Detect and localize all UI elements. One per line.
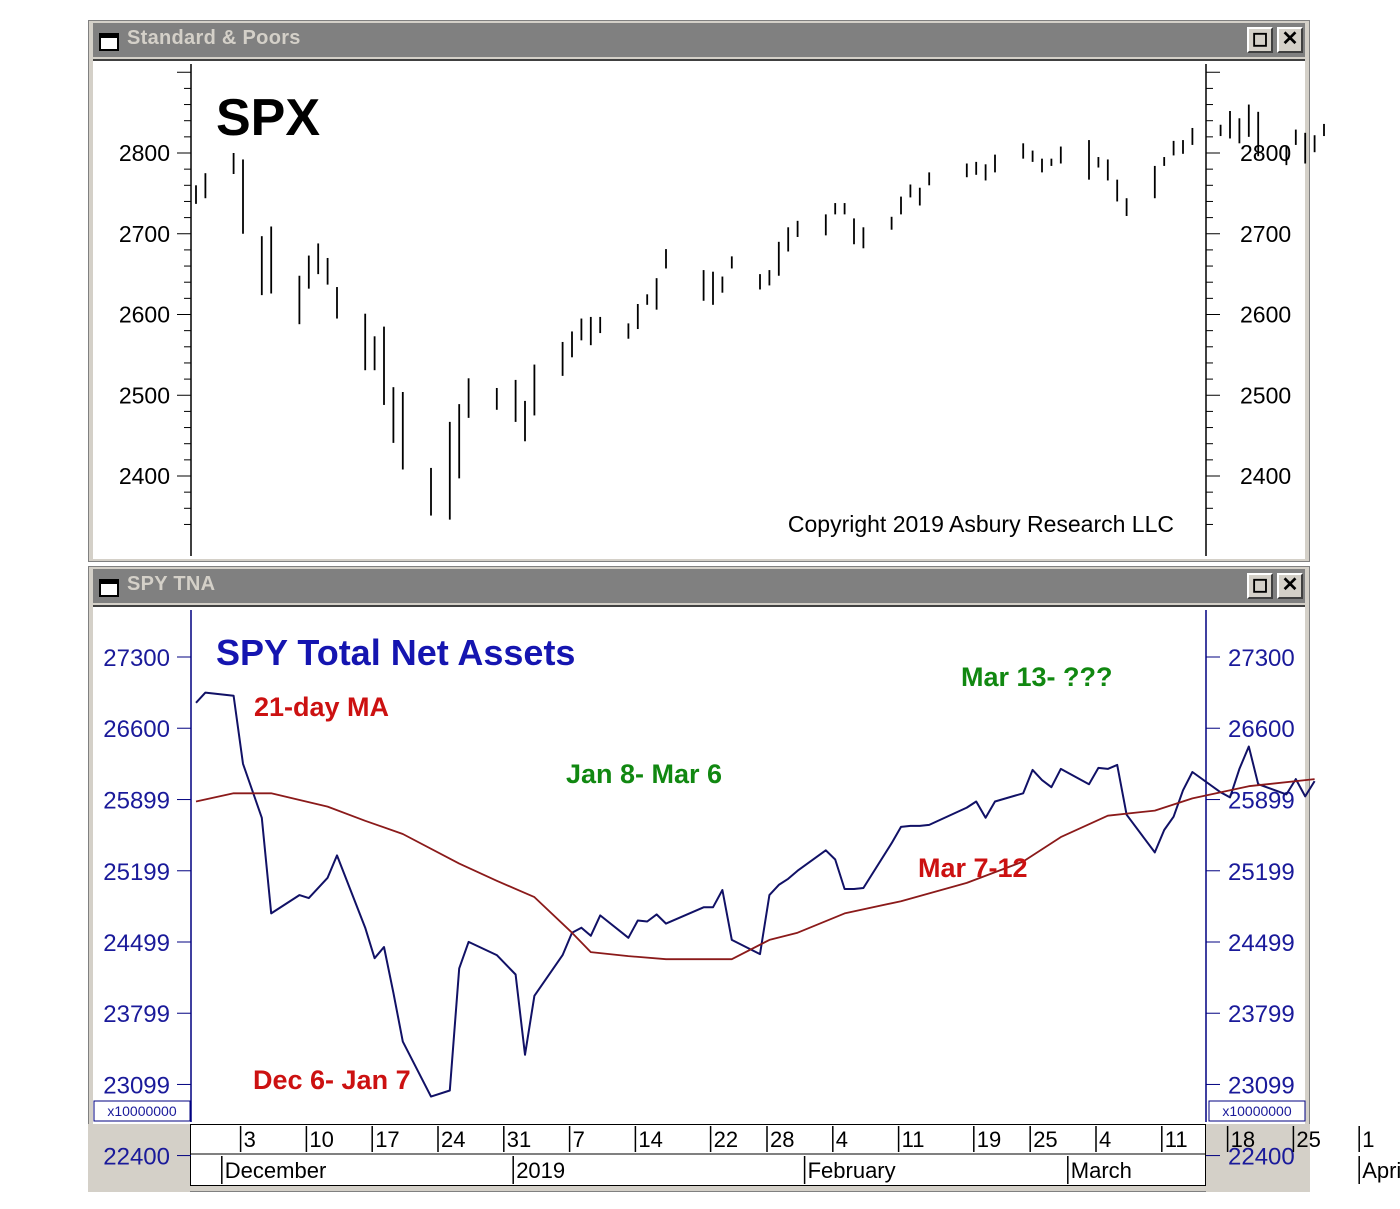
tna-titlebar[interactable]: SPY TNA ◻ ✕ [93, 569, 1305, 603]
x-day-label: 17 [375, 1127, 399, 1152]
x-day-label: 25 [1296, 1127, 1320, 1152]
tna-y-tick-label-right: 27300 [1228, 645, 1295, 672]
spx-copyright-annotation: Copyright 2019 Asbury Research LLC [788, 511, 1174, 537]
x-day-label: 24 [441, 1127, 465, 1152]
tna-y-tick-label-right: 25199 [1228, 859, 1295, 886]
x-day-label: 4 [1099, 1127, 1111, 1152]
x-day-label: 25 [1033, 1127, 1057, 1152]
restore-icon[interactable]: ◻ [1247, 573, 1273, 599]
spx-titlebar[interactable]: Standard & Poors ◻ ✕ [93, 23, 1305, 57]
x-month-label: December [225, 1158, 326, 1183]
tna-y-tick-label-left: 26600 [103, 716, 170, 743]
x-day-label: 28 [770, 1127, 794, 1152]
spx-chart-title: SPX [216, 89, 320, 147]
tna-y-tick-label-right: 23799 [1228, 1001, 1295, 1028]
x-month-label: 2019 [516, 1158, 565, 1183]
x-day-label: 11 [902, 1127, 925, 1152]
spx-y-tick-label-left: 2500 [119, 382, 170, 408]
tna-annotation: Mar 13- ??? [961, 662, 1113, 692]
spx-y-tick-label-left: 2400 [119, 463, 170, 489]
tna-y-tick-label-left: 24499 [103, 930, 170, 957]
axis-corner-left [88, 1124, 190, 1192]
tna-series-line [195, 691, 1316, 1098]
tna-annotation: 21-day MA [254, 692, 389, 722]
spx-y-tick-label-right: 2600 [1240, 302, 1291, 328]
x-day-label: 14 [638, 1127, 662, 1152]
tna-unit-box-right [1208, 1100, 1306, 1122]
tna-window: SPY TNA ◻ ✕ [88, 566, 1310, 1192]
x-day-label: 11 [1165, 1127, 1188, 1152]
ma-series-line [195, 778, 1315, 961]
x-day-label: 22 [714, 1127, 738, 1152]
x-day-label: 7 [573, 1127, 585, 1152]
tna-annotation: Jan 8- Mar 6 [566, 759, 722, 789]
tna-y-tick-label-left: 22400 [103, 1144, 170, 1171]
spx-y-tick-label-right: 2700 [1240, 221, 1291, 247]
close-icon[interactable]: ✕ [1277, 27, 1303, 53]
x-month-label: April [1362, 1158, 1400, 1183]
x-day-label: 3 [244, 1127, 256, 1152]
spx-y-tick-label-right: 2800 [1240, 140, 1291, 166]
tna-y-tick-label-right: 25899 [1228, 788, 1295, 815]
spx-window-title: Standard & Poors [127, 27, 301, 49]
tna-unit-box-left [93, 1100, 191, 1122]
close-icon[interactable]: ✕ [1277, 573, 1303, 599]
spx-y-tick-label-left: 2700 [119, 221, 170, 247]
tna-unit-label-right: x10000000 [1222, 1103, 1292, 1119]
window-icon[interactable] [99, 33, 119, 51]
tna-annotation: Dec 6- Jan 7 [253, 1065, 411, 1095]
spx-y-tick-label-right: 2500 [1240, 382, 1291, 408]
x-day-label: 4 [836, 1127, 848, 1152]
tna-unit-label-left: x10000000 [107, 1103, 177, 1119]
x-month-label: February [808, 1158, 896, 1183]
tna-y-tick-label-left: 25199 [103, 859, 170, 886]
x-day-label: 1 [1362, 1127, 1374, 1152]
tna-annotation: Mar 7-12 [918, 853, 1028, 883]
restore-icon[interactable]: ◻ [1247, 27, 1273, 53]
tna-y-tick-label-left: 23799 [103, 1001, 170, 1028]
tna-window-title: SPY TNA [127, 573, 216, 595]
window-icon[interactable] [99, 579, 119, 597]
tna-y-tick-label-left: 25899 [103, 788, 170, 815]
x-day-label: 19 [977, 1127, 1001, 1152]
tna-chart-title: SPY Total Net Assets [216, 632, 575, 673]
time-axis[interactable] [190, 1124, 1206, 1186]
x-day-label: 31 [507, 1127, 531, 1152]
tna-y-tick-label-right: 23099 [1228, 1072, 1295, 1099]
tna-y-tick-label-left: 23099 [103, 1072, 170, 1099]
x-month-label: March [1071, 1158, 1132, 1183]
spx-y-tick-label-right: 2400 [1240, 463, 1291, 489]
spx-window: Standard & Poors ◻ ✕ [88, 20, 1310, 562]
spx-y-tick-label-left: 2600 [119, 302, 170, 328]
tna-y-tick-label-right: 26600 [1228, 716, 1295, 743]
tna-plot-area [93, 605, 1305, 1125]
spx-plot-area [93, 59, 1305, 559]
tna-y-tick-label-left: 27300 [103, 645, 170, 672]
x-day-label: 18 [1231, 1127, 1255, 1152]
spx-y-tick-label-left: 2800 [119, 140, 170, 166]
tna-y-tick-label-right: 24499 [1228, 930, 1295, 957]
x-day-label: 10 [309, 1127, 333, 1152]
tna-y-tick-label-right: 22400 [1228, 1144, 1295, 1171]
